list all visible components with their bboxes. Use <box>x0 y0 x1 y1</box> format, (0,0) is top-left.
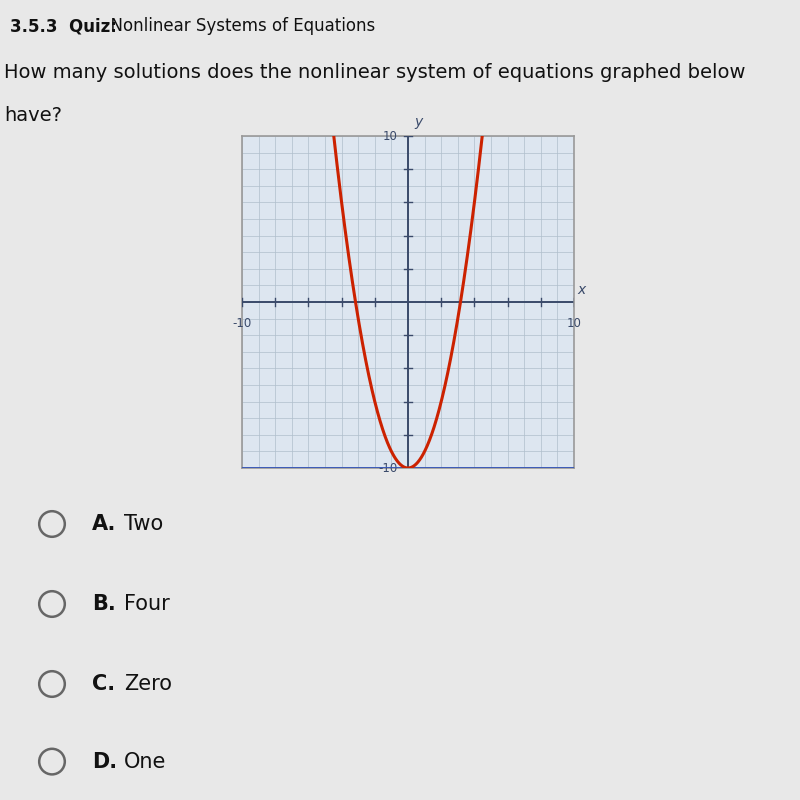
Text: have?: have? <box>4 106 62 125</box>
Text: Nonlinear Systems of Equations: Nonlinear Systems of Equations <box>100 17 375 35</box>
Text: y: y <box>414 115 423 130</box>
Text: 10: 10 <box>566 317 582 330</box>
Text: B.: B. <box>92 594 116 614</box>
Text: D.: D. <box>92 752 117 771</box>
Text: 3.5.3  Quiz:: 3.5.3 Quiz: <box>10 17 117 35</box>
Text: Zero: Zero <box>124 674 172 694</box>
Text: Four: Four <box>124 594 170 614</box>
Text: x: x <box>578 283 586 298</box>
Text: -10: -10 <box>232 317 252 330</box>
Text: 10: 10 <box>383 130 398 142</box>
Text: How many solutions does the nonlinear system of equations graphed below: How many solutions does the nonlinear sy… <box>4 62 746 82</box>
Text: One: One <box>124 752 166 771</box>
Text: A.: A. <box>92 514 116 534</box>
Text: -10: -10 <box>378 462 398 474</box>
Text: C.: C. <box>92 674 115 694</box>
Text: Two: Two <box>124 514 163 534</box>
